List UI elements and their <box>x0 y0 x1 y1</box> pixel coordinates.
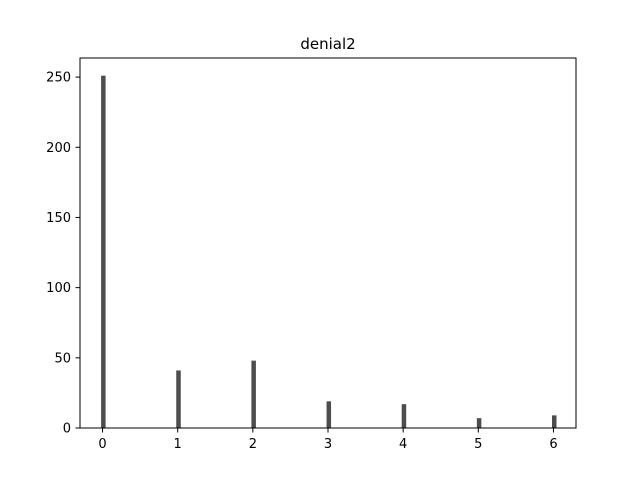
x-tick-label: 2 <box>249 437 257 452</box>
y-tick-label: 250 <box>46 71 71 86</box>
y-tick-label: 100 <box>46 281 71 296</box>
x-tick-label: 4 <box>399 437 407 452</box>
x-axis: 0 1 2 3 4 5 6 <box>98 428 558 452</box>
x-tick-label: 6 <box>549 437 557 452</box>
bar-0 <box>101 75 106 428</box>
y-axis: 0 50 100 150 200 250 <box>46 71 80 437</box>
bar-4 <box>401 404 407 428</box>
bar-2 <box>251 360 256 428</box>
y-tick-label: 200 <box>46 141 71 156</box>
y-tick-label: 0 <box>63 422 71 437</box>
x-tick-label: 0 <box>98 437 106 452</box>
x-tick-label: 3 <box>324 437 332 452</box>
bar-6 <box>552 415 557 428</box>
bar-5 <box>476 418 482 428</box>
x-tick-label: 1 <box>174 437 182 452</box>
plot-frame <box>79 57 577 429</box>
bar-1 <box>176 370 181 428</box>
chart-title: denial2 <box>300 35 355 53</box>
x-tick-label: 5 <box>474 437 482 452</box>
bar-3 <box>326 401 332 428</box>
bars-group <box>101 75 557 428</box>
y-tick-label: 150 <box>46 211 71 226</box>
y-tick-label: 50 <box>54 351 71 366</box>
